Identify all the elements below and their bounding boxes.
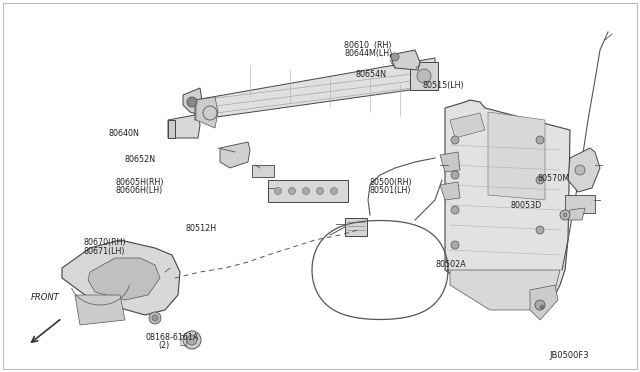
Polygon shape (62, 240, 180, 315)
Polygon shape (445, 100, 570, 295)
Circle shape (540, 305, 544, 309)
Circle shape (451, 171, 459, 179)
Bar (252, 165, 274, 177)
Circle shape (152, 315, 158, 321)
Bar (345, 218, 367, 236)
Text: 80654N: 80654N (355, 70, 386, 79)
Circle shape (535, 300, 545, 310)
Text: 80512H: 80512H (186, 224, 217, 233)
Polygon shape (195, 58, 435, 120)
Circle shape (187, 97, 197, 107)
Circle shape (183, 331, 201, 349)
Polygon shape (88, 258, 160, 300)
Circle shape (275, 187, 282, 195)
Text: FRONT: FRONT (31, 293, 60, 302)
Text: 80670(RH): 80670(RH) (83, 238, 126, 247)
Text: 80606H(LH): 80606H(LH) (115, 186, 163, 195)
Polygon shape (568, 208, 585, 220)
Circle shape (536, 136, 544, 144)
Circle shape (451, 206, 459, 214)
Circle shape (330, 187, 337, 195)
Circle shape (536, 226, 544, 234)
Circle shape (317, 187, 323, 195)
Text: JB0500F3: JB0500F3 (549, 351, 589, 360)
Text: 80053D: 80053D (511, 201, 542, 210)
Bar (268, 180, 348, 202)
Circle shape (187, 335, 197, 345)
Polygon shape (568, 148, 600, 192)
Text: 08168-6161A: 08168-6161A (146, 333, 199, 342)
Polygon shape (440, 152, 460, 172)
Polygon shape (488, 112, 545, 200)
Circle shape (451, 136, 459, 144)
Polygon shape (183, 88, 202, 115)
Circle shape (289, 187, 296, 195)
Circle shape (391, 53, 399, 61)
Text: 80501(LH): 80501(LH) (370, 186, 412, 195)
Text: 80640N: 80640N (109, 129, 140, 138)
Text: 80605H(RH): 80605H(RH) (115, 178, 164, 187)
Circle shape (417, 69, 431, 83)
Text: 80500(RH): 80500(RH) (370, 178, 413, 187)
Circle shape (536, 176, 544, 184)
Bar (410, 62, 438, 90)
Text: 80671(LH): 80671(LH) (83, 247, 125, 256)
Polygon shape (196, 97, 218, 128)
Polygon shape (390, 50, 420, 70)
Circle shape (560, 210, 570, 220)
Polygon shape (168, 120, 175, 138)
Polygon shape (75, 295, 125, 325)
Text: 80570M: 80570M (538, 174, 570, 183)
Text: 80644M(LH): 80644M(LH) (344, 49, 392, 58)
Text: 80610  (RH): 80610 (RH) (344, 41, 392, 50)
Text: (2): (2) (159, 341, 170, 350)
Polygon shape (450, 270, 560, 310)
Polygon shape (530, 285, 558, 320)
Circle shape (575, 165, 585, 175)
Text: 80652N: 80652N (125, 155, 156, 164)
Circle shape (563, 213, 567, 217)
Polygon shape (440, 182, 460, 200)
Circle shape (149, 312, 161, 324)
Polygon shape (450, 113, 485, 138)
Text: 80502A: 80502A (435, 260, 466, 269)
Text: 80515(LH): 80515(LH) (422, 81, 464, 90)
Text: Ⓢ: Ⓢ (179, 334, 187, 346)
Polygon shape (168, 112, 200, 138)
Circle shape (303, 187, 310, 195)
Polygon shape (220, 142, 250, 168)
Circle shape (451, 241, 459, 249)
Bar (565, 195, 595, 213)
